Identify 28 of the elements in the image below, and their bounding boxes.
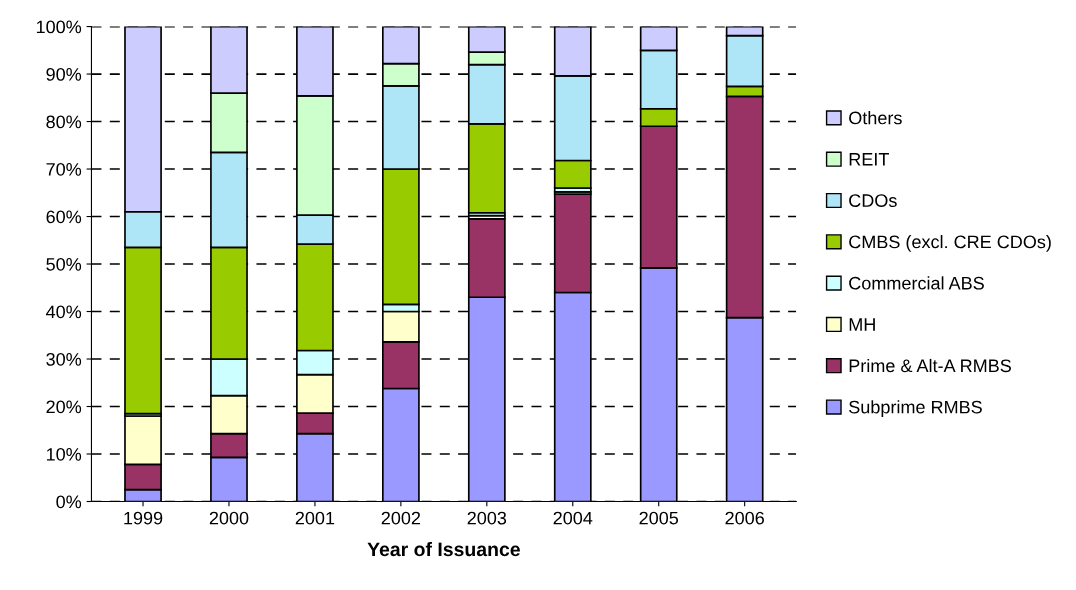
x-tick-label: 1999 xyxy=(124,511,163,525)
y-tick-label: 90% xyxy=(46,67,82,81)
legend-label: CDOs xyxy=(849,194,897,207)
legend-label: Subprime RMBS xyxy=(849,400,982,418)
y-tick-label: 100% xyxy=(36,20,82,34)
x-tick-label: 2002 xyxy=(381,511,421,525)
x-tick-label: 2003 xyxy=(467,511,507,525)
legend-label: Prime & Alt-A RMBS xyxy=(849,358,1011,373)
legend-label: MH xyxy=(849,318,875,331)
x-tick-label: 2004 xyxy=(553,511,593,525)
y-tick-label: 10% xyxy=(46,447,82,461)
y-tick-label: 30% xyxy=(46,352,82,366)
x-tick-label: 2000 xyxy=(209,511,249,525)
y-tick-label: 0% xyxy=(56,495,82,509)
y-tick-label: 80% xyxy=(46,115,82,129)
legend-label: Commercial ABS xyxy=(849,276,984,290)
x-axis-title: Year of Issuance xyxy=(367,541,520,557)
y-tick-label: 40% xyxy=(46,305,82,319)
legend-label: Others xyxy=(849,111,902,125)
legend-label: CMBS (excl. CRE CDOs) xyxy=(849,235,1051,252)
y-tick-label: 60% xyxy=(46,210,82,224)
x-tick-label: 2005 xyxy=(639,511,679,525)
y-tick-label: 70% xyxy=(46,162,82,176)
y-tick-label: 50% xyxy=(46,257,82,271)
legend-label: REIT xyxy=(849,153,889,166)
x-tick-label: 2006 xyxy=(725,511,764,525)
x-tick-label: 2001 xyxy=(295,511,335,525)
y-tick-label: 20% xyxy=(46,400,82,414)
